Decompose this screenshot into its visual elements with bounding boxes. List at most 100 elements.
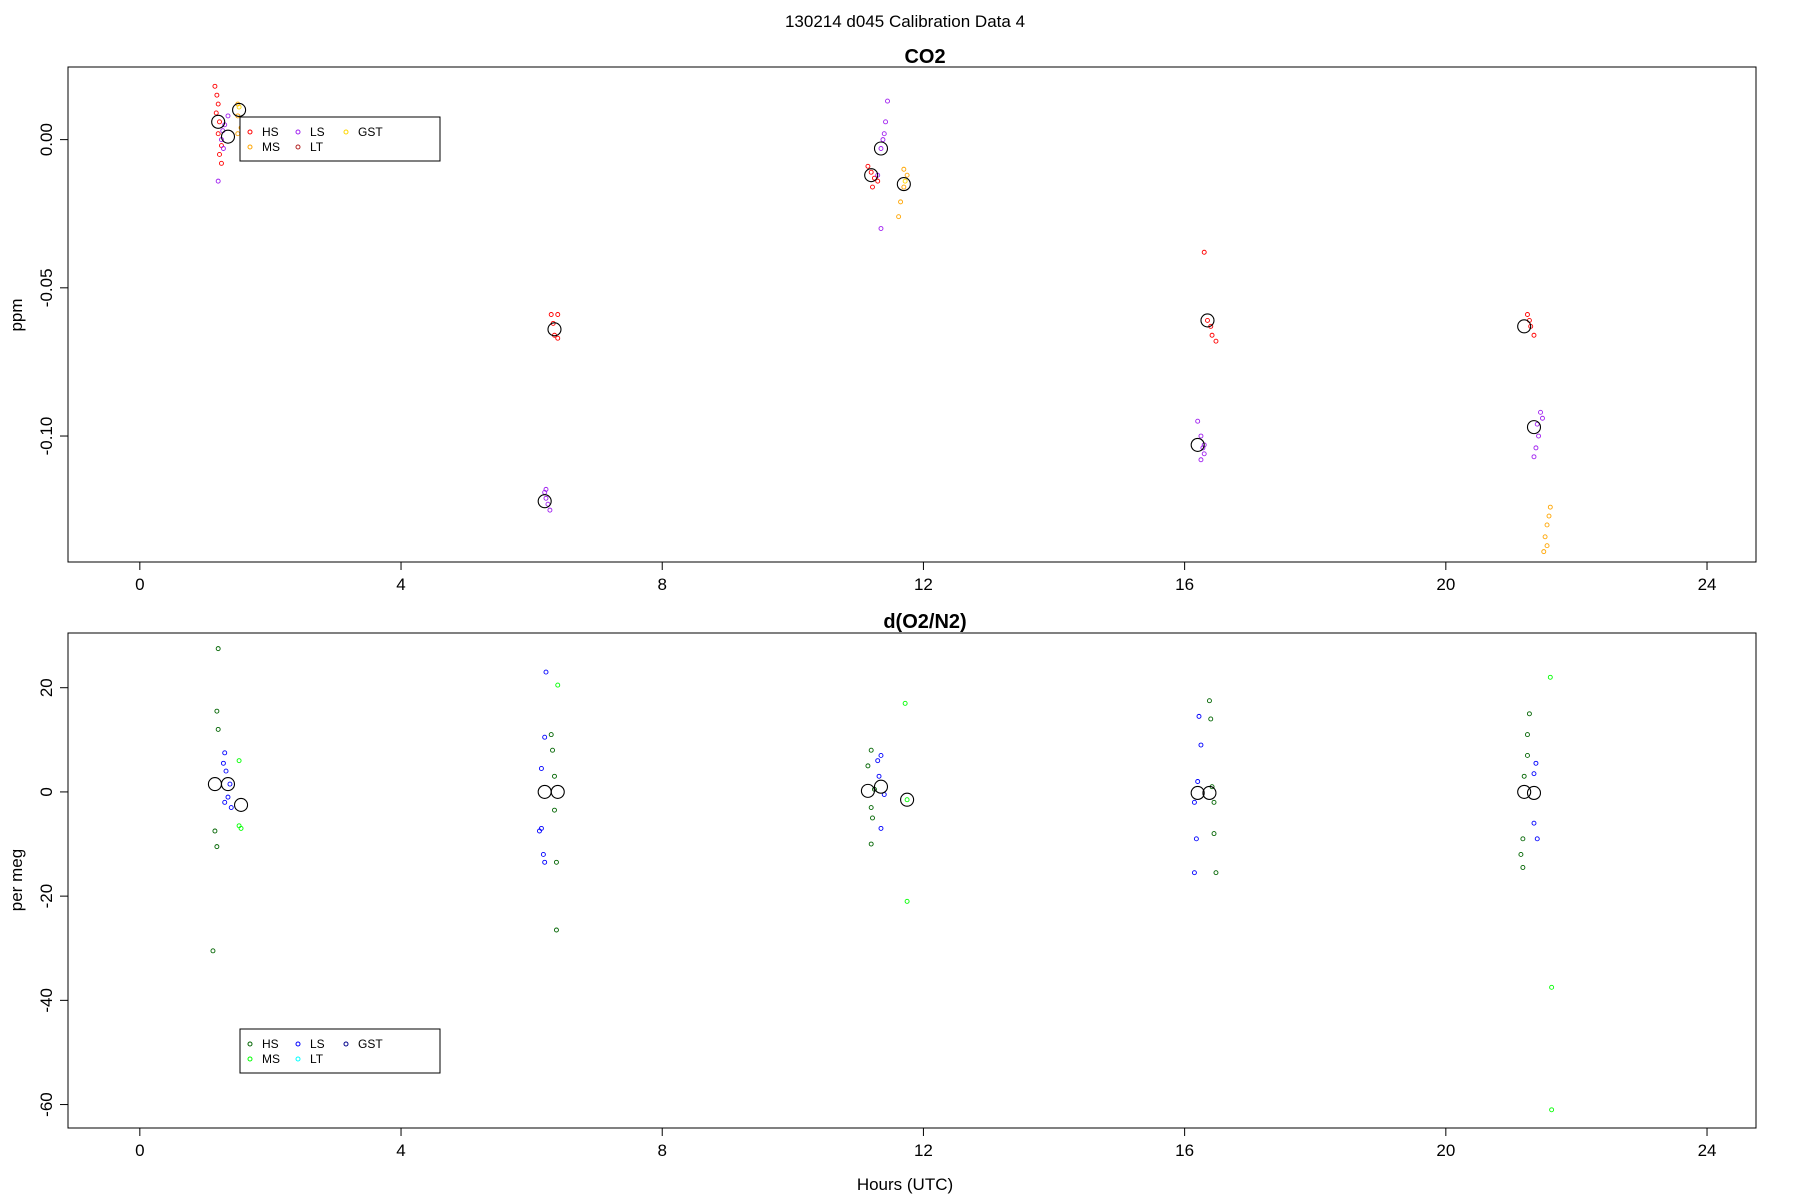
o2n2-point-ms [1549,1107,1555,1113]
o2n2-point-ms [555,682,561,688]
co2-legend-label-ms: MS [262,140,280,154]
co2-y-tick-label: -0.10 [37,417,56,456]
o2n2-legend-label-ms: MS [262,1052,280,1066]
co2-point-mean [864,168,879,183]
co2-x-tick-label: 8 [657,575,666,594]
o2n2-point-ls [227,781,233,787]
co2-legend-marker-lt [295,144,301,150]
o2n2-point-hs [1518,851,1524,857]
co2-legend-marker-gst [343,129,349,135]
co2-point-ms [901,166,907,172]
o2n2-markers [207,646,1555,1113]
o2n2-point-ls [1195,779,1201,784]
co2-point-ls [1201,451,1207,457]
o2n2-point-ls [1193,836,1199,842]
co2-point-mean [232,102,247,118]
o2n2-point-mean [1202,785,1217,801]
o2n2-point-mean [537,784,552,799]
co2-point-mean [1517,319,1532,334]
co2-x-tick-label: 12 [914,575,933,594]
o2n2-legend-marker-hs [247,1041,253,1047]
co2-point-ls [543,486,549,492]
o2n2-legend-label-ls: LS [310,1037,325,1051]
o2n2-point-ls [1534,836,1540,842]
co2-point-ms [1547,504,1553,510]
o2n2-point-hs [212,828,218,834]
co2-point-ls [1195,418,1201,424]
co2-markers [211,83,1553,555]
co2-y-tick-label: -0.05 [37,268,56,307]
co2-x-tick-label: 24 [1698,575,1717,594]
co2-point-mean [547,322,562,337]
o2n2-point-ls [542,859,548,865]
co2-point-ms [1542,534,1548,540]
o2n2-point-hs [870,815,875,821]
o2n2-point-ms [236,758,242,764]
co2-point-hs [870,184,875,190]
o2n2-legend-marker-ls [295,1041,301,1047]
co2-point-ls [881,131,887,137]
co2-point-mean [1200,313,1215,328]
o2n2-point-hs [215,726,221,732]
o2n2-point-ls [1531,820,1537,826]
co2-point-ls [880,137,886,143]
co2-x-tick-label: 16 [1175,575,1194,594]
co2-point-hs [212,83,218,89]
co2-point-mean [537,494,552,509]
o2n2-x-tick-label: 8 [657,1141,666,1160]
o2n2-point-ls [228,805,234,811]
o2n2-legend-marker-gst [343,1041,349,1047]
co2-point-hs [217,119,222,125]
o2n2-point-hs [553,859,559,865]
co2-point-hs [215,131,221,137]
co2-point-hs [1201,249,1207,255]
o2n2-point-hs [1520,836,1526,842]
o2n2-point-hs [1208,716,1214,722]
o2n2-x-tick-label: 0 [135,1141,144,1160]
o2n2-y-tick-label: 0 [37,787,56,796]
co2-legend-label-gst: GST [358,125,383,139]
o2n2-point-hs [215,646,221,652]
co2-point-hs [555,335,561,341]
co2-point-ls [547,507,553,513]
o2n2-point-ls [223,768,229,774]
o2n2-x-tick-label: 12 [914,1141,933,1160]
co2-point-ms [904,172,910,178]
co2-point-ls [220,146,226,151]
co2-point-hs [875,178,881,184]
co2-legend-label-hs: HS [262,125,279,139]
o2n2-point-mean [233,797,249,812]
co2-point-ls [1200,445,1206,451]
co2-point-ms [901,184,907,190]
co2-legend-label-ls: LS [310,125,325,139]
co2-point-ls [883,119,889,125]
o2n2-point-hs [1206,698,1212,704]
o2n2-point-hs [1211,799,1217,805]
co2-point-hs [865,163,871,169]
o2n2-point-mean [220,777,236,792]
o2n2-point-mean [873,779,889,794]
o2n2-point-ls [878,825,884,831]
o2n2-point-ms [902,700,908,706]
co2-point-gst [902,178,908,184]
o2n2-panel-title: d(O2/N2) [883,611,966,633]
o2n2-legend-label-gst: GST [358,1037,383,1051]
o2n2-point-ms [1547,674,1553,680]
o2n2-y-axis-label: per meg [7,849,26,911]
o2n2-point-hs [214,844,220,850]
o2n2-point-ls [222,750,228,756]
o2n2-point-ls [1198,742,1204,748]
o2n2-point-ls [876,773,882,779]
o2n2-x-tick-label: 24 [1698,1141,1717,1160]
co2-point-ms [1544,543,1550,549]
o2n2-axes: 0 4 8 12 16 20 24 -60 -40 -20 0 20 [37,678,1716,1160]
co2-legend-label-lt: LT [310,140,324,154]
o2n2-point-hs [210,948,216,954]
co2-x-tick-label: 20 [1436,575,1455,594]
co2-point-hs [217,151,222,157]
co2-point-ms [898,199,904,205]
co2-x-tick-label: 0 [135,575,144,594]
co2-point-hs [548,312,554,317]
